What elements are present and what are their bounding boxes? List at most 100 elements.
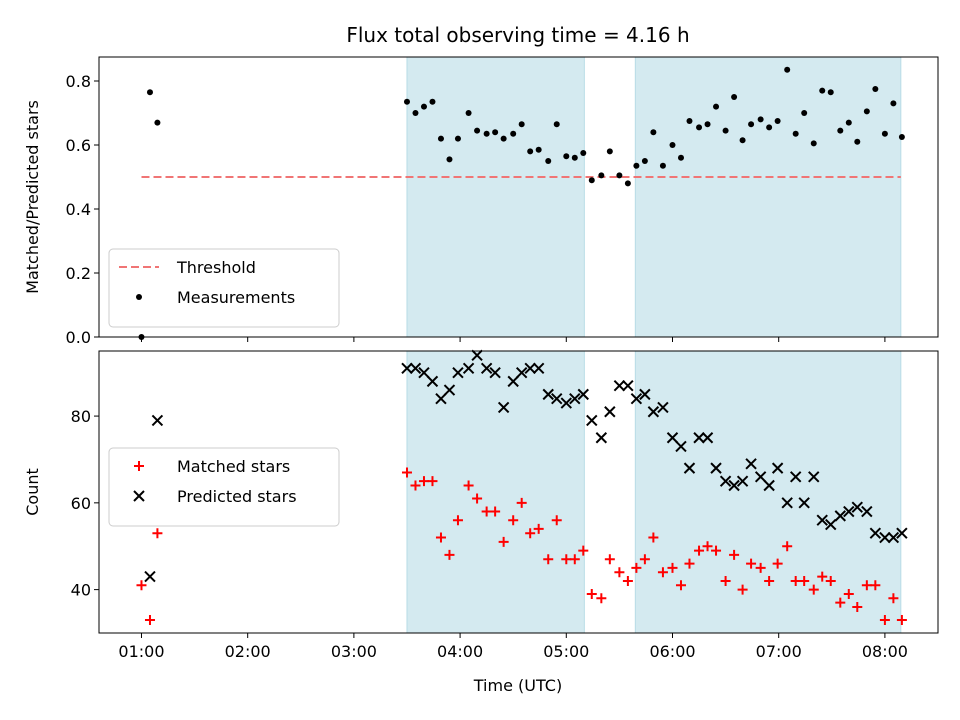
series-dot	[138, 66, 905, 340]
observing-window-1	[634, 350, 902, 634]
measurement-point	[429, 98, 436, 105]
predicted-star-marker	[666, 432, 679, 444]
measurement-point	[722, 127, 729, 134]
predicted-star-marker	[808, 471, 820, 483]
measurement-point	[483, 130, 490, 137]
matched-star-marker	[444, 549, 455, 560]
matched-star-marker	[843, 588, 854, 599]
measurement-point	[757, 116, 764, 123]
matched-star-marker	[498, 536, 509, 547]
matched-star-marker	[720, 575, 731, 586]
matched-star-marker	[533, 523, 544, 534]
predicted-star-marker	[816, 514, 828, 526]
ratio-panel: 0.0 0.2 0.4 0.6 0.8 Matched/Predicted stars Th…	[23, 56, 939, 347]
predicted-star-marker	[613, 380, 626, 392]
matched-star-marker	[463, 480, 474, 491]
predicted-star-marker	[569, 393, 581, 405]
x-tick-label: 05:00	[543, 642, 589, 661]
matched-star-marker	[472, 493, 483, 504]
x-tick-label: 02:00	[225, 642, 271, 661]
measurement-point	[686, 118, 693, 124]
matched-star-marker	[586, 588, 597, 599]
measurement-point	[766, 124, 773, 131]
matched-star-marker	[694, 545, 705, 556]
matched-star-marker	[817, 571, 828, 582]
chart-title: Flux total observing time = 4.16 h	[346, 23, 689, 47]
matched-star-marker	[702, 541, 713, 552]
predicted-star-marker	[789, 471, 802, 483]
measurement-point	[527, 148, 534, 155]
matched-star-marker	[490, 506, 501, 517]
y-tick-label: 0.8	[66, 72, 91, 91]
predicted-star-marker	[896, 527, 908, 539]
matched-star-marker	[861, 580, 872, 591]
matched-star-marker	[639, 554, 650, 565]
matched-star-marker	[401, 467, 412, 478]
y-tick-label: 60	[71, 494, 91, 513]
series-plus	[136, 467, 907, 625]
legend-label: Matched stars	[177, 457, 290, 476]
measurement-point	[650, 129, 657, 136]
predicted-star-marker	[701, 432, 714, 444]
predicted-star-marker	[622, 380, 634, 392]
predicted-star-marker	[515, 366, 528, 379]
matched-star-marker	[790, 575, 801, 586]
x-tick-label: 08:00	[862, 642, 908, 661]
matched-star-marker	[152, 528, 163, 539]
predicted-star-marker	[879, 531, 891, 544]
predicted-star-marker	[861, 505, 873, 518]
predicted-star-marker	[630, 393, 643, 405]
matched-star-marker	[631, 562, 642, 573]
measurement-point	[704, 121, 711, 128]
predicted-star-marker	[471, 349, 483, 362]
measurement-point	[492, 129, 499, 136]
matched-star-marker	[888, 593, 899, 604]
measurement-point	[633, 162, 640, 169]
measurement-point	[454, 135, 461, 142]
matched-star-marker	[808, 584, 819, 595]
measurement-point	[580, 150, 587, 156]
matched-star-marker	[879, 614, 890, 625]
matched-star-marker	[675, 580, 686, 591]
legend: Threshold Measurements	[108, 248, 340, 328]
matched-star-marker	[604, 554, 615, 565]
predicted-star-marker	[435, 393, 447, 405]
measurement-point	[801, 110, 808, 116]
predicted-star-marker	[480, 362, 493, 375]
predicted-star-marker	[675, 440, 687, 453]
matched-star-marker	[764, 575, 775, 586]
measurement-point	[872, 86, 879, 92]
predicted-star-marker	[401, 362, 413, 375]
matched-star-marker	[746, 558, 757, 569]
predicted-star-marker	[507, 375, 519, 388]
predicted-star-marker	[843, 505, 855, 518]
measurement-point	[446, 156, 453, 163]
y-tick-label: 40	[71, 581, 91, 600]
predicted-star-marker	[647, 406, 660, 418]
predicted-star-marker	[736, 475, 749, 487]
predicted-star-marker	[443, 384, 456, 396]
predicted-star-marker	[409, 362, 422, 375]
x-tick-label: 04:00	[437, 642, 483, 661]
x-tick-label: 03:00	[331, 642, 377, 661]
predicted-star-marker	[462, 362, 475, 375]
predicted-star-marker	[657, 401, 669, 414]
predicted-star-marker	[577, 388, 589, 401]
observing-window-0	[406, 56, 585, 338]
measurement-point	[819, 87, 826, 94]
predicted-star-marker	[683, 462, 696, 474]
measurement-point	[898, 134, 905, 140]
predicted-star-marker	[693, 432, 705, 444]
predicted-star-marker	[728, 479, 740, 492]
legend-label: Predicted stars	[177, 487, 297, 506]
measurement-point	[465, 110, 472, 116]
predicted-star-marker	[532, 362, 545, 375]
predicted-star-marker	[151, 414, 164, 427]
x-tick-label: 01:00	[118, 642, 164, 661]
predicted-star-marker	[754, 471, 767, 483]
axes-frame	[98, 350, 939, 634]
predicted-star-marker	[639, 388, 651, 401]
predicted-star-marker	[489, 366, 501, 379]
x-tick-label: 06:00	[649, 642, 695, 661]
y-tick-label: 0.0	[66, 328, 91, 347]
